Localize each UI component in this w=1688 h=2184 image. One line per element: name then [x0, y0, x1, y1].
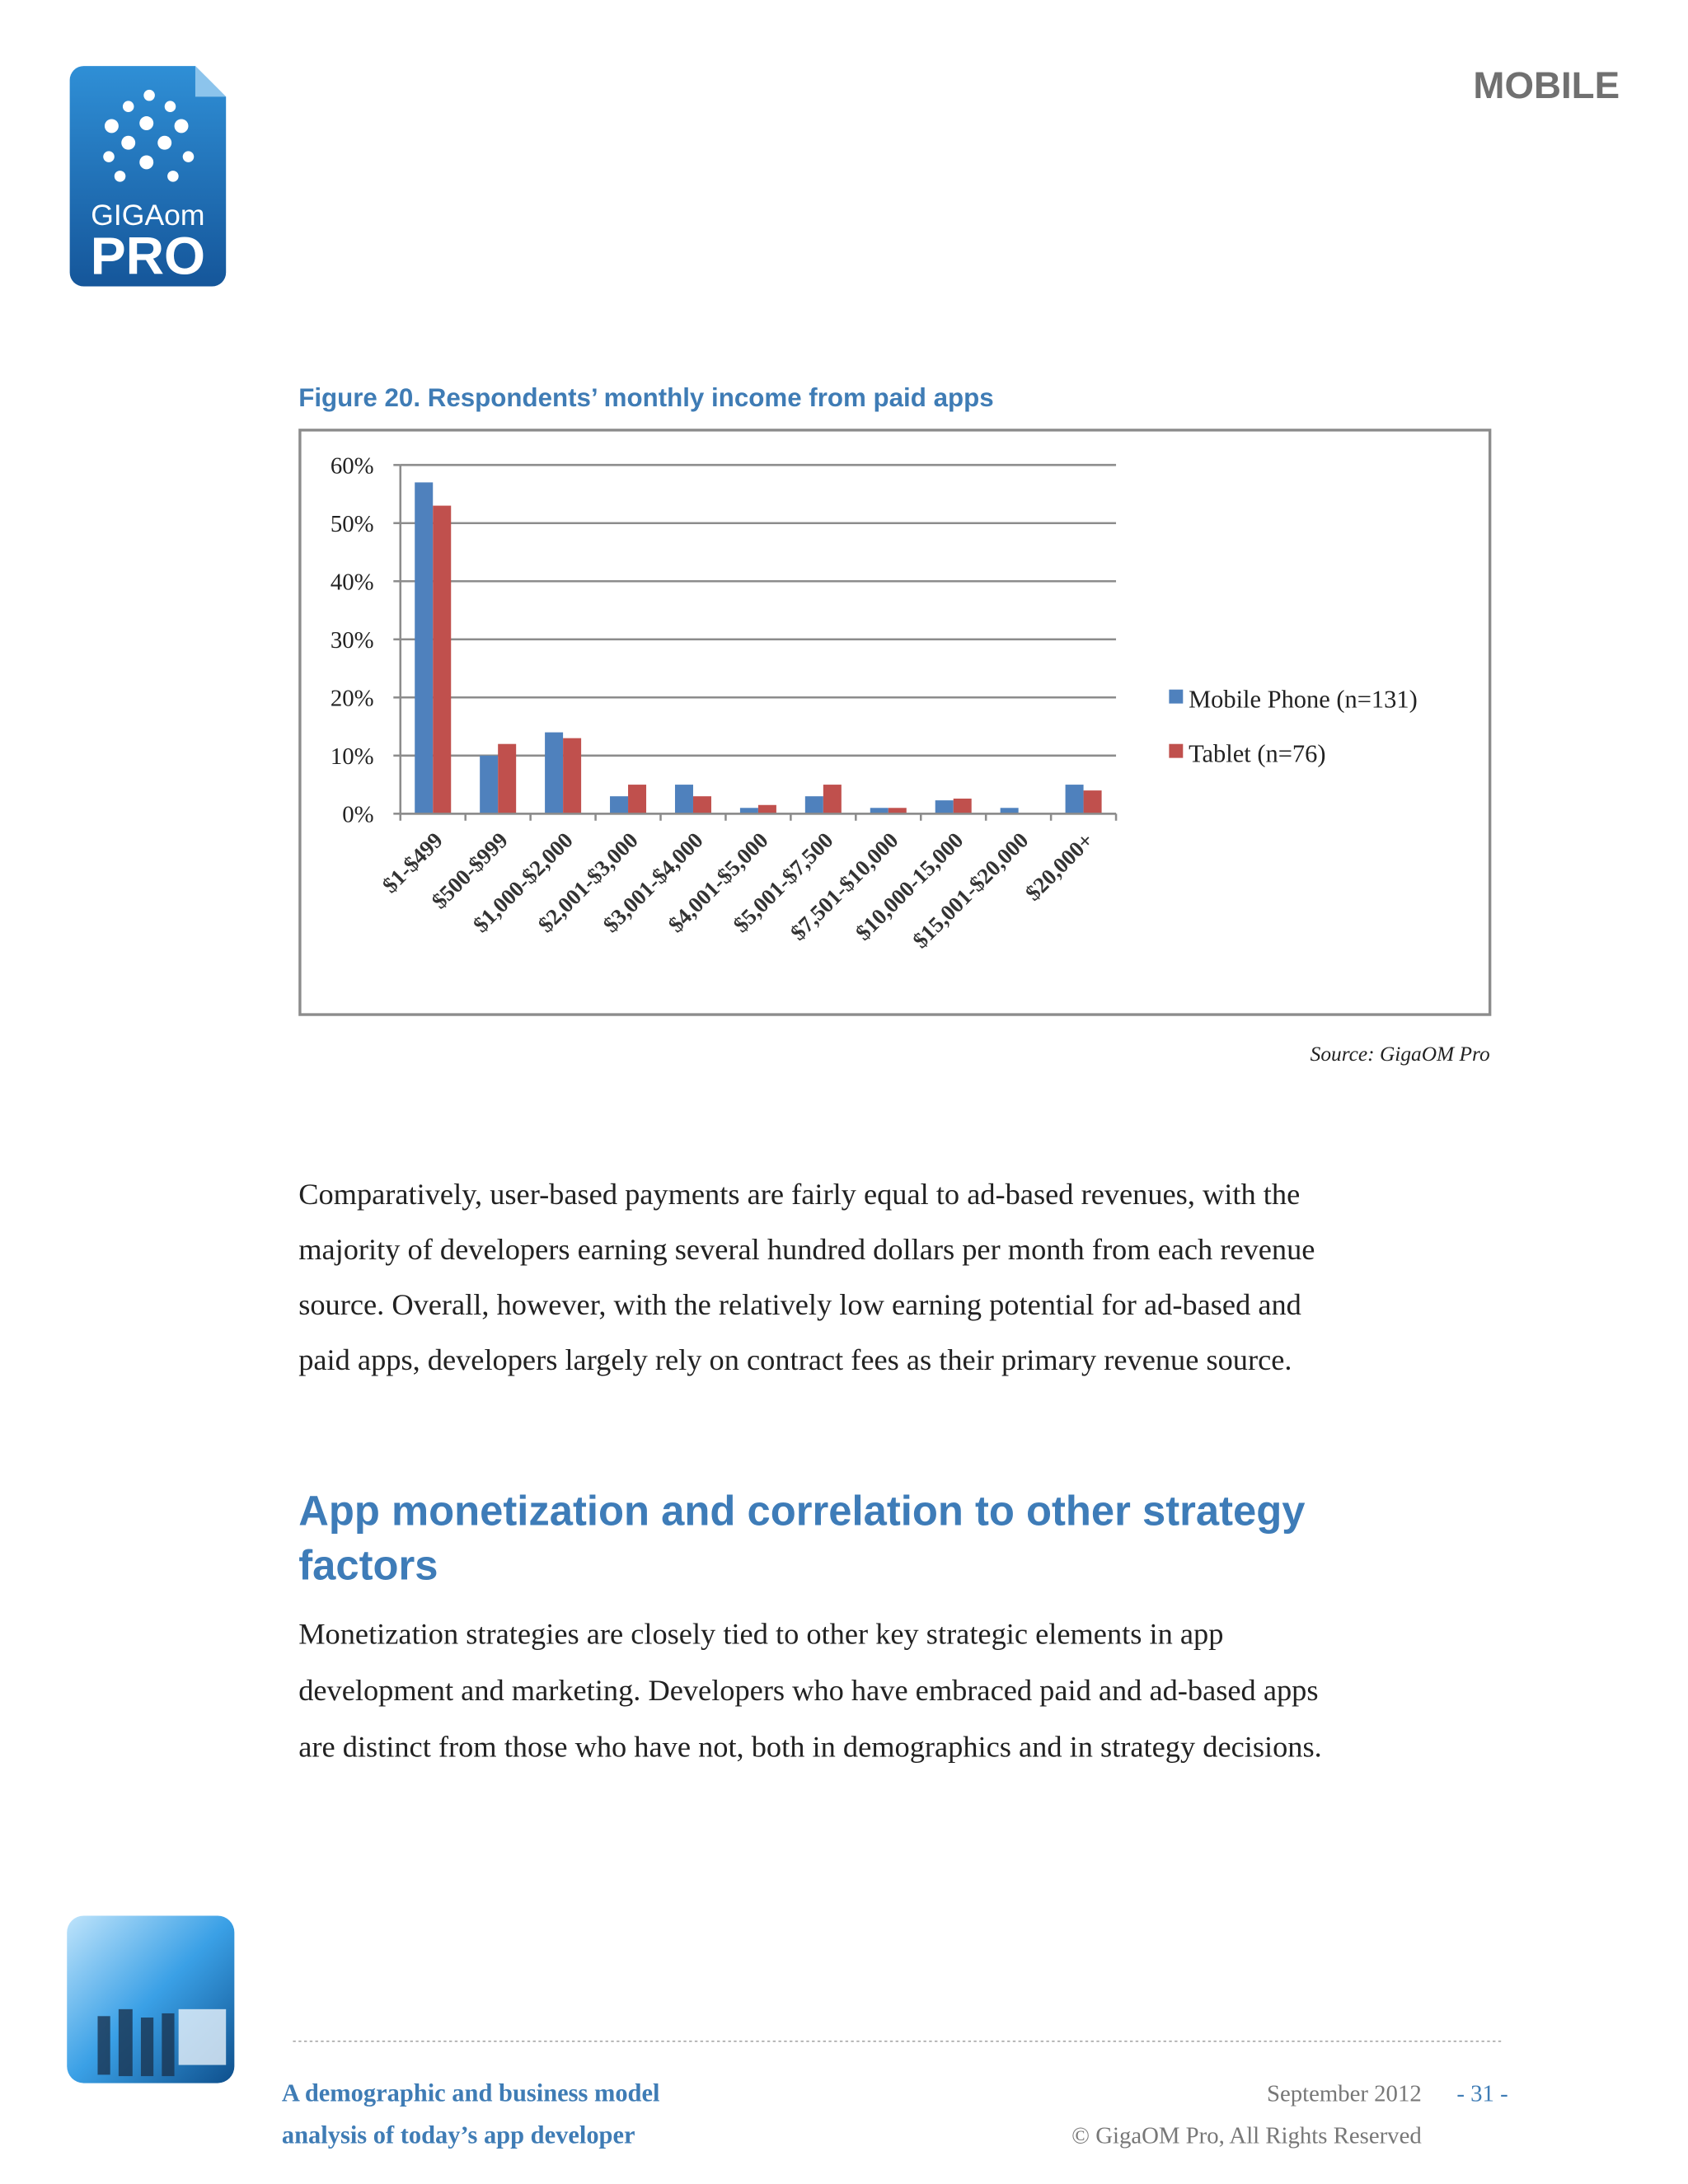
bar	[415, 482, 434, 814]
y-tick-label: 0%	[342, 801, 373, 827]
y-tick-label: 50%	[331, 511, 374, 537]
legend-swatch	[1169, 743, 1184, 758]
footer-date: September 2012	[1267, 2081, 1422, 2107]
footer-image	[67, 1915, 235, 2083]
y-tick-label: 60%	[331, 452, 374, 479]
body-text: source. Overall, however, with the relat…	[298, 1288, 1301, 1321]
logo: GIGAom PRO	[69, 66, 227, 287]
body: Comparatively, user-based payments are f…	[298, 1178, 1322, 1763]
section-heading: App monetization and correlation to othe…	[298, 1488, 1305, 1535]
bar	[888, 808, 907, 814]
footer-copyright: © GigaOM Pro, All Rights Reserved	[1071, 2122, 1422, 2149]
body-text: Comparatively, user-based payments are f…	[298, 1178, 1300, 1211]
bar	[433, 505, 452, 814]
bar	[935, 800, 954, 814]
bar	[757, 804, 776, 814]
body-text: are distinct from those who have not, bo…	[298, 1731, 1322, 1764]
chart-frame	[298, 429, 1492, 1016]
section-heading: factors	[298, 1542, 438, 1589]
bar	[739, 808, 758, 814]
bar	[674, 785, 693, 814]
y-tick-label: 30%	[331, 627, 374, 654]
section-label: MOBILE	[1473, 64, 1620, 106]
bar	[480, 755, 499, 814]
bar	[545, 732, 564, 814]
bar	[628, 785, 647, 814]
logo-top: GIGAom	[91, 199, 204, 232]
legend-swatch	[1169, 689, 1184, 704]
footer-title: A demographic and business model	[282, 2079, 660, 2107]
page-number: - 31 -	[1456, 2081, 1507, 2107]
bar	[870, 808, 889, 814]
bar	[610, 796, 629, 814]
legend-label: Tablet (n=76)	[1189, 740, 1325, 768]
bar	[498, 743, 517, 814]
bar	[692, 796, 711, 814]
bar	[1065, 785, 1084, 814]
body-text: paid apps, developers largely rely on co…	[298, 1343, 1292, 1376]
footer-title: analysis of today’s app developer	[282, 2121, 635, 2149]
bar	[953, 798, 972, 814]
legend-label: Mobile Phone (n=131)	[1189, 686, 1418, 714]
y-tick-label: 20%	[331, 685, 374, 711]
bar	[823, 785, 842, 814]
bar	[563, 738, 582, 814]
bar	[1000, 808, 1019, 814]
body-text: Monetization strategies are closely tied…	[298, 1617, 1223, 1650]
body-text: development and marketing. Developers wh…	[298, 1674, 1318, 1707]
logo-bottom: PRO	[91, 226, 205, 285]
y-tick-label: 10%	[331, 743, 374, 770]
body-text: majority of developers earning several h…	[298, 1233, 1315, 1266]
figure-caption: Figure 20. Respondents’ monthly income f…	[298, 383, 993, 412]
bar	[804, 796, 823, 814]
figure-source: Source: GigaOM Pro	[1311, 1043, 1490, 1066]
y-tick-label: 40%	[331, 569, 374, 595]
bar	[1083, 790, 1102, 814]
